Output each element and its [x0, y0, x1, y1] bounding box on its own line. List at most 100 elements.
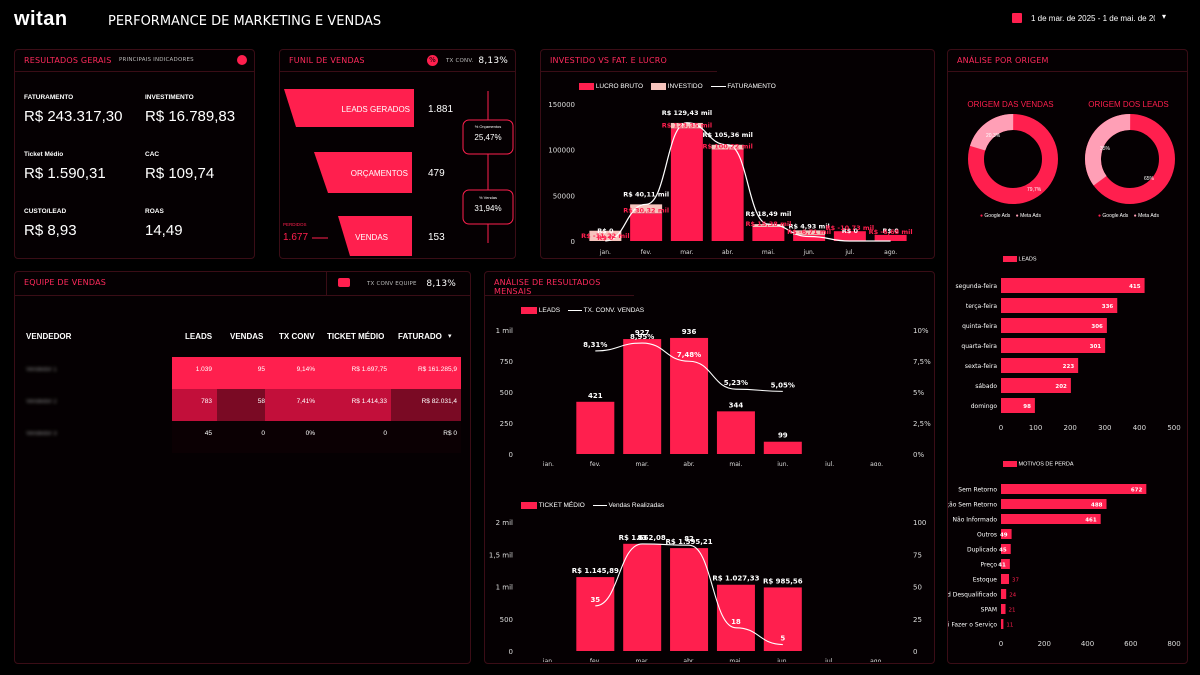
line-series — [595, 543, 783, 646]
x-tick-label: jul. — [824, 658, 834, 662]
calendar-icon[interactable] — [1012, 13, 1022, 23]
col-faturado[interactable]: FATURADO — [398, 332, 442, 341]
chevron-down-icon[interactable]: ▾ — [1162, 12, 1167, 21]
tx-conv-value: 8,13% — [478, 56, 508, 66]
y-tick-label: 250 — [500, 420, 513, 428]
table-row[interactable]: Vendedor 3 45 0 0% 0 R$ 0 — [15, 421, 470, 453]
data-label-faturamento: R$ 0 — [882, 227, 899, 235]
bar-value-label: 99 — [778, 432, 788, 440]
cell-vendas: 0 — [261, 430, 265, 437]
col-vendas[interactable]: VENDAS — [230, 332, 264, 341]
bar — [1001, 318, 1107, 333]
cell-ticket: R$ 1.414,33 — [351, 398, 387, 405]
x-tick-label: jun. — [803, 249, 815, 256]
funil-panel: FUNIL DE VENDAS % TX CONV. 8,13% LEADS G… — [279, 49, 516, 259]
bar-lucro — [752, 226, 785, 241]
bar-category-label: segunda-feira — [956, 283, 998, 290]
bar-investido — [630, 204, 663, 214]
bar-category-label: Outros — [977, 532, 997, 539]
bar-category-label: quarta-feira — [961, 343, 997, 350]
x-tick-label: 800 — [1167, 640, 1180, 648]
row-seller-name: Vendedor 2 — [26, 399, 57, 405]
funnel-label-orcamentos: ORÇAMENTOS — [350, 169, 408, 178]
funnel-stage-vendas — [338, 216, 412, 256]
col-tx-conv[interactable]: TX CONV — [279, 332, 315, 341]
perdidos-label: PERDIDOS — [283, 222, 307, 227]
data-label-lucro: R$ 0 — [597, 234, 614, 242]
conv1-label: % Orçamentos — [474, 124, 502, 129]
x-tick-label: fev. — [590, 461, 601, 466]
y-tick-label: 0 — [571, 238, 575, 246]
sort-down-icon[interactable]: ▾ — [448, 333, 452, 340]
tx-conv-equipe-label: TX CONV EQUIPE — [367, 281, 417, 287]
data-label-faturamento: R$ 18,49 mil — [745, 210, 791, 218]
funnel-value-orcamentos: 479 — [428, 168, 445, 179]
y2-tick-label: 7,5% — [913, 358, 931, 366]
y-tick-label: 750 — [500, 358, 513, 366]
y-tick-label: 2 mil — [496, 519, 513, 527]
x-tick-label: 300 — [1098, 424, 1111, 432]
data-label-extra: R$ -11,22 mil — [581, 232, 630, 240]
bar — [576, 401, 615, 454]
conv2-label: % Vendas — [478, 195, 497, 200]
bar — [1001, 514, 1101, 524]
table-row[interactable]: Vendedor 2 783 58 7,41% R$ 1.414,33 R$ 8… — [15, 389, 470, 421]
line-faturamento — [605, 122, 891, 242]
col-leads[interactable]: LEADS — [185, 332, 213, 341]
funnel-graphic — [284, 89, 514, 256]
mensal-legend-1: LEADS TX. CONV. VENDAS — [521, 307, 644, 314]
donut2-title: ORIGEM DOS LEADS — [1088, 100, 1169, 109]
equipe-panel: EQUIPE DE VENDAS TX CONV EQUIPE 8,13% VE… — [14, 271, 471, 664]
bar — [1001, 544, 1011, 554]
bar-category-label: Estoque — [973, 577, 998, 584]
bar-value-label: 344 — [729, 401, 744, 409]
conv1-value: 25,47% — [474, 133, 502, 142]
bar-category-label: Automação Sem Retorno — [948, 502, 997, 509]
bar-value-label: 223 — [1063, 364, 1075, 370]
x-tick-label: abr. — [722, 249, 733, 256]
x-tick-label: mai. — [729, 461, 742, 466]
percent-icon: % — [427, 55, 438, 66]
bar-lucro — [833, 231, 866, 241]
leads-legend: LEADS — [1003, 256, 1037, 262]
table-row[interactable]: Vendedor 1 1.039 95 9,14% R$ 1.697,75 R$… — [15, 357, 470, 389]
bar — [670, 337, 709, 454]
y-tick-label: 500 — [500, 616, 513, 624]
bar-value-label: 306 — [1091, 324, 1103, 330]
line-series — [595, 342, 783, 392]
panel-title: RESULTADOS GERAIS — [24, 56, 112, 65]
cell-tx: 7,41% — [296, 398, 315, 405]
line-value-label: 7,48% — [677, 351, 701, 359]
x-tick-label: ago. — [870, 461, 883, 466]
x-tick-label: jul. — [844, 249, 854, 256]
y-tick-label: 50000 — [553, 192, 575, 200]
bar-lucro — [670, 128, 703, 241]
bar-value-label: 336 — [1102, 304, 1114, 310]
bar — [1001, 338, 1106, 353]
y2-tick-label: 100 — [913, 519, 926, 527]
x-tick-label: mai. — [729, 658, 742, 662]
investido-panel: INVESTIDO VS FAT. E LUCRO LUCRO BRUTO IN… — [540, 49, 935, 259]
y-tick-label: 0 — [509, 451, 513, 459]
bar-value-label: 24 — [1009, 592, 1016, 598]
panel-title: EQUIPE DE VENDAS — [24, 278, 107, 287]
conv2-value: 31,94% — [474, 204, 502, 213]
bar — [1001, 604, 1006, 614]
x-tick-label: 200 — [1038, 640, 1051, 648]
data-label-lucro: R$ 15,38 mil — [745, 220, 791, 228]
x-tick-label: 0 — [999, 640, 1003, 648]
y2-tick-label: 2,5% — [913, 420, 931, 428]
date-range-picker[interactable]: 1 de mar. de 2025 - 1 de mai. de 2025 — [1031, 14, 1155, 23]
funnel-value-leads: 1.881 — [428, 104, 454, 115]
panel-title: FUNIL DE VENDAS — [289, 56, 365, 65]
col-vendedor[interactable]: VENDEDOR — [26, 332, 72, 341]
bar — [1001, 398, 1035, 413]
col-ticket[interactable]: TICKET MÉDIO — [327, 332, 385, 341]
x-tick-label: jan. — [542, 658, 554, 662]
bar-category-label: Não Vai Fazer o Serviço — [948, 622, 997, 629]
panel-title: ANÁLISE DE RESULTADOS MENSAIS — [494, 278, 601, 296]
donut1-title: ORIGEM DAS VENDAS — [967, 100, 1054, 109]
x-tick-label: jun. — [776, 658, 788, 662]
cell-ticket: 0 — [383, 430, 387, 437]
x-tick-label: 400 — [1133, 424, 1146, 432]
